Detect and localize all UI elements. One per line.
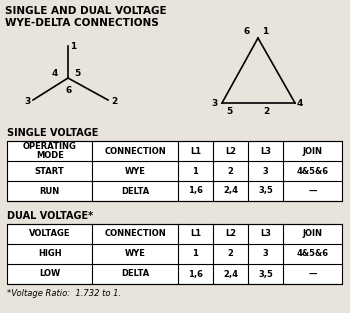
Text: 4&5&6: 4&5&6	[297, 249, 329, 259]
Text: 3,5: 3,5	[258, 269, 273, 279]
Text: L3: L3	[260, 146, 271, 156]
Text: DELTA: DELTA	[121, 187, 149, 196]
Text: OPERATING
MODE: OPERATING MODE	[23, 142, 77, 160]
Text: SINGLE VOLTAGE: SINGLE VOLTAGE	[7, 128, 98, 138]
Text: 2,4: 2,4	[223, 187, 238, 196]
Text: 3: 3	[25, 98, 31, 106]
Bar	[7, 141, 342, 201]
Text: L2: L2	[225, 146, 236, 156]
Text: L3: L3	[260, 229, 271, 239]
Text: DELTA: DELTA	[121, 269, 149, 279]
Text: 1: 1	[193, 167, 198, 176]
Text: HIGH: HIGH	[38, 249, 62, 259]
Text: 4&5&6: 4&5&6	[297, 167, 329, 176]
Text: —: —	[308, 269, 317, 279]
Text: —: —	[308, 187, 317, 196]
Text: 5: 5	[226, 107, 232, 116]
Text: SINGLE AND DUAL VOLTAGE: SINGLE AND DUAL VOLTAGE	[5, 6, 167, 16]
Text: START: START	[35, 167, 65, 176]
Text: LOW: LOW	[39, 269, 60, 279]
Text: 6: 6	[66, 86, 72, 95]
Text: L2: L2	[225, 229, 236, 239]
Text: 1: 1	[262, 27, 268, 36]
Text: WYE-DELTA CONNECTIONS: WYE-DELTA CONNECTIONS	[5, 18, 159, 28]
Text: L1: L1	[190, 146, 201, 156]
Bar	[7, 224, 342, 284]
Text: CONNECTION: CONNECTION	[104, 229, 166, 239]
Text: 5: 5	[74, 69, 80, 79]
Text: 1,6: 1,6	[188, 269, 203, 279]
Text: 2: 2	[264, 107, 270, 116]
Text: VOLTAGE: VOLTAGE	[29, 229, 70, 239]
Text: 3: 3	[263, 167, 269, 176]
Text: 2: 2	[111, 98, 117, 106]
Text: 2: 2	[228, 167, 233, 176]
Text: 3,5: 3,5	[258, 187, 273, 196]
Text: 1: 1	[193, 249, 198, 259]
Text: JOIN: JOIN	[303, 229, 323, 239]
Text: L1: L1	[190, 229, 201, 239]
Text: WYE: WYE	[125, 167, 146, 176]
Text: RUN: RUN	[40, 187, 60, 196]
Text: 2: 2	[228, 249, 233, 259]
Text: JOIN: JOIN	[303, 146, 323, 156]
Text: CONNECTION: CONNECTION	[104, 146, 166, 156]
Text: 1: 1	[70, 42, 76, 51]
Text: 4: 4	[52, 69, 58, 79]
Text: 3: 3	[212, 99, 218, 107]
Text: *Voltage Ratio:  1.732 to 1.: *Voltage Ratio: 1.732 to 1.	[7, 289, 121, 298]
Text: 6: 6	[244, 27, 250, 36]
Text: 1,6: 1,6	[188, 187, 203, 196]
Text: 3: 3	[263, 249, 269, 259]
Text: 2,4: 2,4	[223, 269, 238, 279]
Text: WYE: WYE	[125, 249, 146, 259]
Text: 4: 4	[297, 99, 303, 107]
Text: DUAL VOLTAGE*: DUAL VOLTAGE*	[7, 211, 93, 221]
